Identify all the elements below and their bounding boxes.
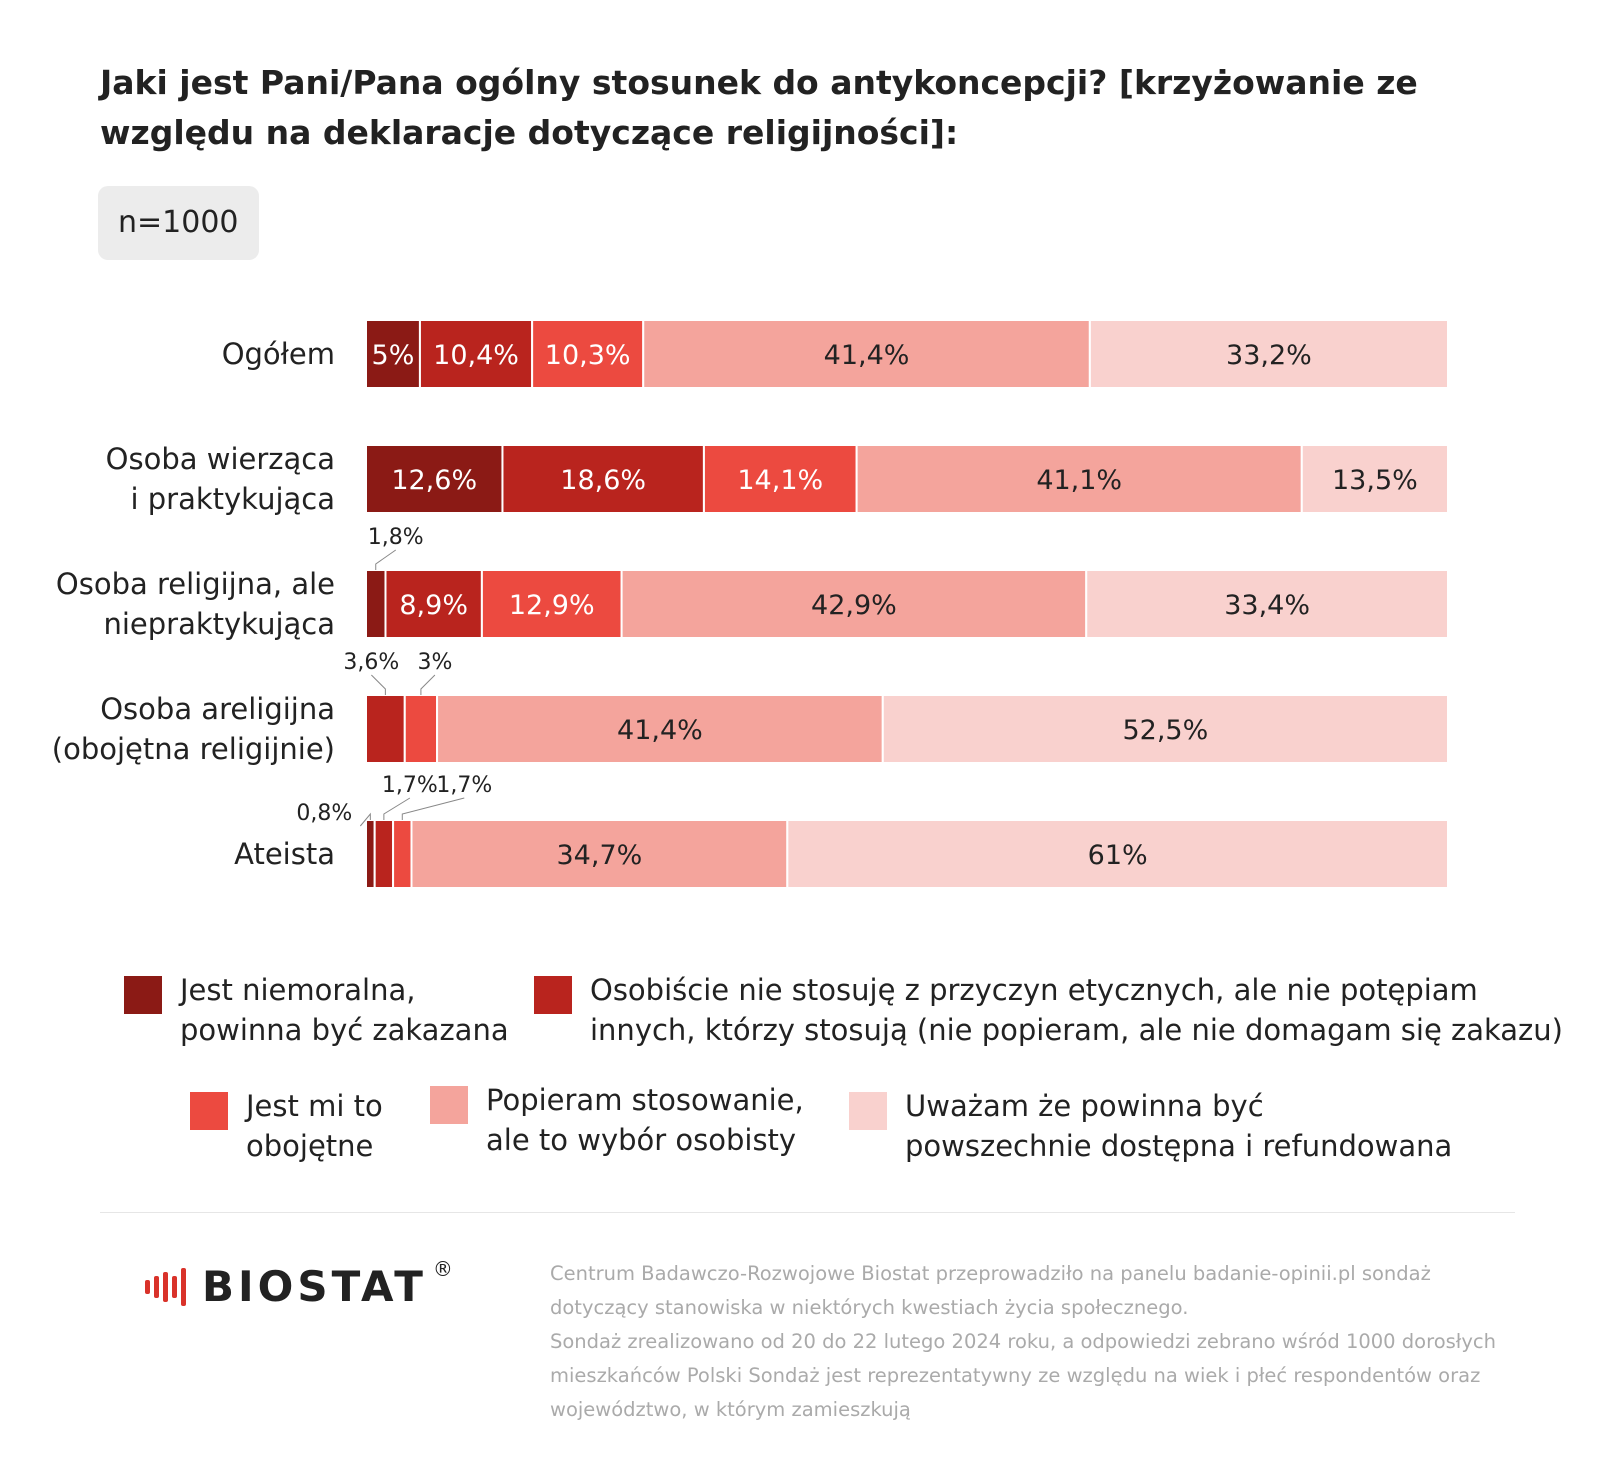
logo-bars-icon — [145, 1267, 190, 1306]
logo-text: BIOSTAT — [202, 1262, 427, 1311]
bar-segment — [480, 569, 623, 639]
footer-divider — [100, 1212, 1515, 1213]
bar-segment — [531, 319, 645, 389]
category-label-line: niepraktykująca — [103, 607, 335, 641]
chart-title: Jaki jest Pani/Pana ogólny stosunek do a… — [100, 63, 1418, 152]
bar-segment — [855, 444, 1303, 514]
legend-label-refunded: Uważam że powinna być powszechnie dostępn… — [905, 1089, 1453, 1163]
bar-segment — [365, 694, 406, 764]
methodology-note: Centrum Badawczo-Rozwojowe Biostat przep… — [550, 1257, 1525, 1427]
legend-swatch-support-personal — [430, 1086, 468, 1124]
data-label: 42,9% — [811, 590, 897, 621]
data-label: 33,4% — [1224, 590, 1310, 621]
data-label: 33,2% — [1226, 340, 1312, 371]
bar-segment — [702, 444, 858, 514]
data-label: 14,1% — [737, 465, 823, 496]
data-label: 5% — [372, 340, 415, 371]
leader-line — [401, 797, 465, 820]
data-label: 18,6% — [560, 465, 646, 496]
bar-segment — [881, 694, 1449, 764]
data-label: 8,9% — [399, 590, 468, 621]
bar-segment — [1088, 319, 1449, 389]
data-label: 3,6% — [343, 650, 399, 675]
category-label-line: (obojętna religijnie) — [52, 732, 335, 766]
data-label: 10,3% — [545, 340, 631, 371]
methodology-note-line-1: Centrum Badawczo-Rozwojowe Biostat przep… — [550, 1262, 1431, 1319]
leader-line — [371, 674, 386, 695]
category-label: Osoba areligijna (obojętna religijnie) — [52, 692, 335, 766]
data-label: 52,5% — [1122, 715, 1208, 746]
category-label: Osoba religijna, ale niepraktykująca — [56, 567, 335, 641]
category-label-line: i praktykująca — [130, 482, 335, 516]
legend-label-immoral: Jest niemoralna, powinna być zakazana — [180, 973, 509, 1047]
legend-item-immoral: Jest niemoralna, powinna być zakazana — [124, 970, 509, 1050]
data-label: 41,4% — [824, 340, 910, 371]
sample-size-badge: n=1000 — [98, 186, 259, 260]
bar-segment — [418, 319, 534, 389]
bar-segment — [392, 819, 413, 889]
data-label: 3% — [417, 650, 452, 675]
data-label: 10,4% — [433, 340, 519, 371]
data-label: 0,8% — [296, 801, 352, 826]
biostat-logo: BIOSTAT ® — [145, 1257, 453, 1311]
category-label-line: Osoba wierząca — [106, 442, 335, 476]
data-label: 1,7% — [436, 773, 492, 798]
legend-item-personal-ethics: Osobiście nie stosuję z przyczyn etyczny… — [534, 970, 1563, 1050]
legend-swatch-immoral — [124, 976, 162, 1014]
category-label: Ateista — [234, 837, 335, 871]
category-label-line: Ogółem — [222, 337, 335, 371]
legend-item-indifferent: Jest mi to obojętne — [190, 1086, 383, 1166]
leader-line — [383, 797, 411, 820]
legend-swatch-personal-ethics — [534, 976, 572, 1014]
legend-label-indifferent: Jest mi to obojętne — [246, 1089, 383, 1163]
category-label: Osoba wierząca i praktykująca — [106, 442, 335, 516]
bar-segment — [1300, 444, 1450, 514]
category-label-line: Osoba areligijna — [100, 692, 335, 726]
legend-label-support-personal: Popieram stosowanie, ale to wybór osobist… — [486, 1083, 804, 1157]
bar-segment — [365, 319, 421, 389]
data-label: 34,7% — [557, 840, 643, 871]
legend-label-personal-ethics: Osobiście nie stosuję z przyczyn etyczny… — [590, 973, 1563, 1047]
data-label: 1,8% — [368, 525, 424, 550]
data-label: 61% — [1088, 840, 1148, 871]
bar-segment — [403, 694, 439, 764]
bar-segment — [365, 569, 387, 639]
bar-segment — [365, 444, 504, 514]
data-label: 13,5% — [1332, 465, 1418, 496]
bar-segment — [1085, 569, 1449, 639]
bar-segment — [365, 819, 376, 889]
leader-line — [375, 549, 397, 570]
methodology-note-line-2: Sondaż zrealizowano od 20 do 22 lutego 2… — [550, 1330, 1496, 1421]
category-label-line: Ateista — [234, 837, 335, 871]
leader-line — [420, 674, 436, 695]
legend-swatch-indifferent — [190, 1092, 228, 1130]
category-label-line: Osoba religijna, ale — [56, 567, 335, 601]
data-label: 41,4% — [617, 715, 703, 746]
legend-swatch-refunded — [849, 1092, 887, 1130]
stacked-bar-chart: Ogółem 5% 10,4% 10,3% 41,4% 33,2% Osoba wierzą… — [52, 319, 1450, 889]
bar-segment — [620, 569, 1088, 639]
bar-segment — [373, 819, 395, 889]
bar-segment — [410, 819, 789, 889]
data-label: 41,1% — [1036, 465, 1122, 496]
leader-line — [359, 812, 371, 827]
category-label: Ogółem — [222, 337, 335, 371]
legend-item-support-personal: Popieram stosowanie, ale to wybór osobist… — [430, 1080, 804, 1160]
registered-mark: ® — [432, 1256, 453, 1281]
bar-segment — [786, 819, 1449, 889]
legend-item-refunded: Uważam że powinna być powszechnie dostępn… — [849, 1086, 1452, 1166]
data-label: 12,9% — [509, 590, 595, 621]
data-label: 1,7% — [382, 773, 438, 798]
data-label: 12,6% — [391, 465, 477, 496]
bar-segment — [501, 444, 705, 514]
